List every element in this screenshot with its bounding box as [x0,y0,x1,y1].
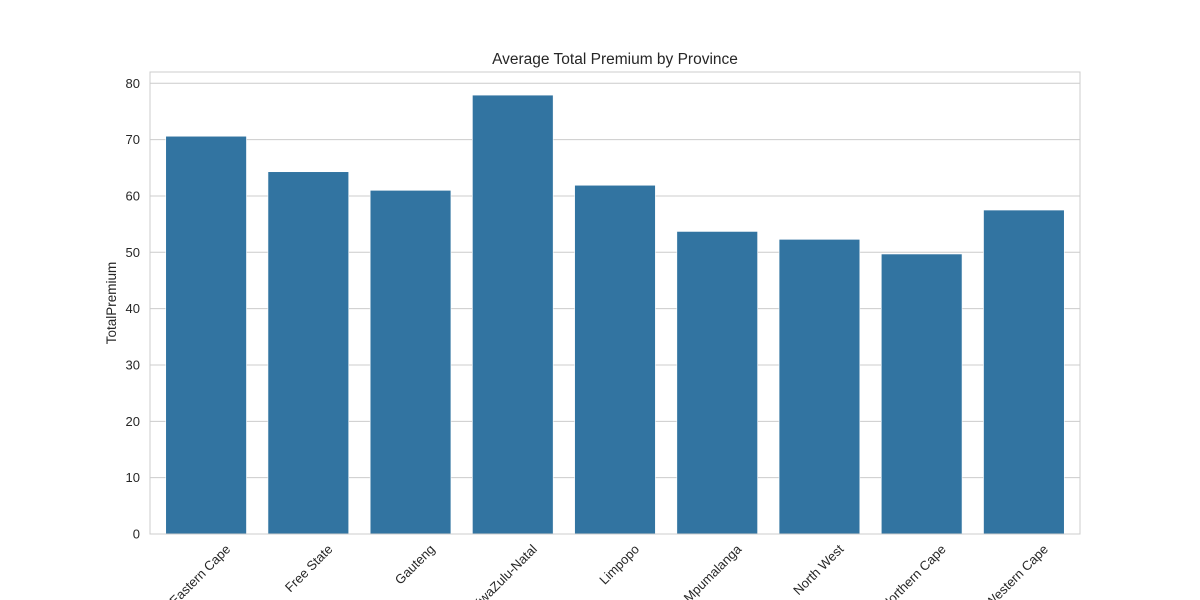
y-tick-label: 70 [126,132,140,147]
x-tick-label: Free State [282,542,336,596]
plot-frame [149,71,1081,535]
bar-eastern-cape [165,135,247,535]
bar-kwazulu-natal [472,94,554,535]
x-tick-label: North West [790,541,847,598]
x-tick-labels: Eastern Cape Free State Gauteng KwaZulu-Nat… [166,541,1051,600]
x-tick-label: Northern Cape [878,542,949,600]
bar-north-west [778,239,861,535]
x-tick-label: Limpopo [596,542,642,588]
x-tick-label: Eastern Cape [166,542,233,600]
y-tick-label: 40 [126,301,140,316]
x-tick-label: Mpumalanga [681,541,745,600]
y-tick-label: 10 [126,470,140,485]
y-tick-label: 80 [126,76,140,91]
x-tick-label: Western Cape [982,542,1051,600]
bar-western-cape [983,209,1065,535]
bar-northern-cape [880,253,963,535]
y-tick-label: 50 [126,245,140,260]
bar-free-state [267,171,350,535]
y-tick-labels: 0 10 20 30 40 50 60 70 80 [126,76,140,542]
y-tick-label: 60 [126,188,140,203]
y-tick-label: 20 [126,414,140,429]
bar-gauteng [369,190,452,535]
bar-limpopo [574,184,656,535]
y-tick-label: 0 [133,527,140,542]
x-tick-label: KwaZulu-Natal [469,541,540,600]
bar-mpumalanga [676,231,758,535]
bars [165,94,1065,535]
y-axis-label: TotalPremium [104,262,119,345]
chart-title: Average Total Premium by Province [492,51,738,68]
y-tick-label: 30 [126,357,140,372]
x-tick-label: Gauteng [392,542,438,588]
